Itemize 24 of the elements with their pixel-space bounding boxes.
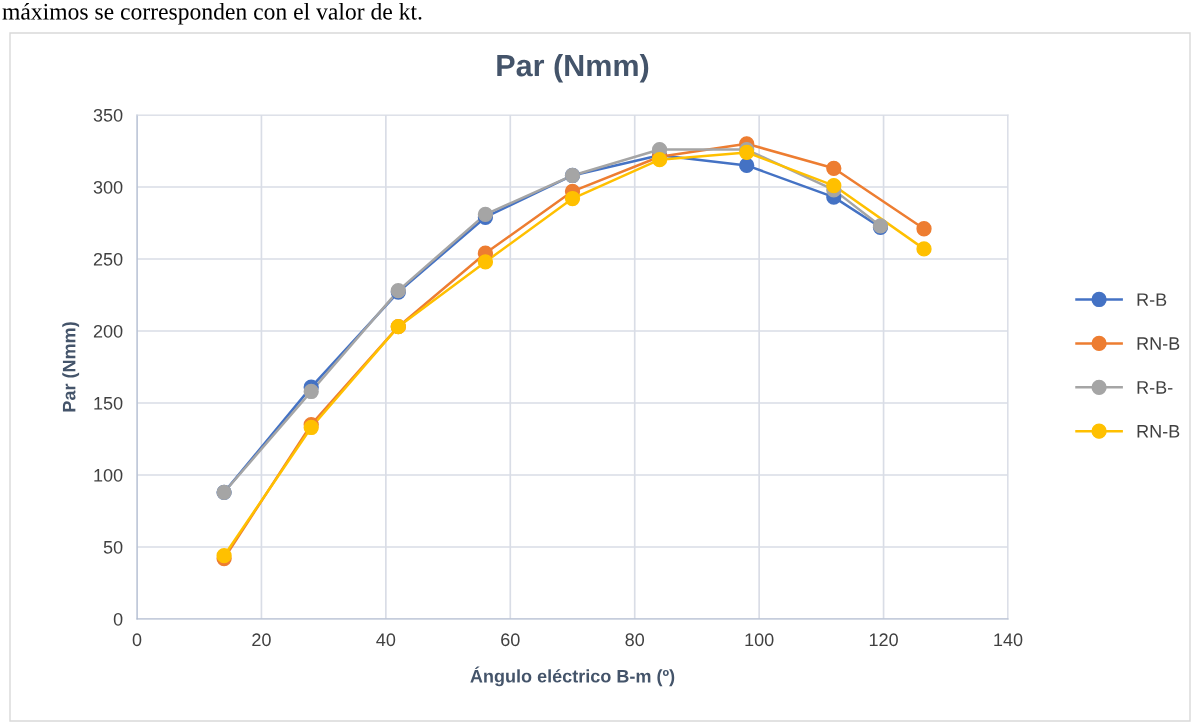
x-tick-label: 0 xyxy=(132,633,142,647)
x-tick-label: 60 xyxy=(501,633,520,647)
x-tick-label: 120 xyxy=(869,633,898,647)
y-tick-label: 150 xyxy=(94,396,123,410)
legend-label: R-B xyxy=(1137,293,1167,306)
x-axis-title: Ángulo eléctrico B-m (º) xyxy=(470,666,675,687)
y-tick-label: 300 xyxy=(93,180,123,194)
y-tick-label: 50 xyxy=(103,540,123,554)
y-axis-title: Par (Nmm) xyxy=(62,322,80,412)
chart-title: Par (Nmm) xyxy=(497,53,649,83)
y-tick-label: 200 xyxy=(93,324,123,338)
legend-label: R-B- xyxy=(1137,381,1173,394)
legend-label: RN-B xyxy=(1137,425,1180,438)
y-tick-label: 250 xyxy=(93,252,123,266)
x-tick-label: 100 xyxy=(745,633,774,647)
y-tick-label: 0 xyxy=(113,612,123,626)
y-tick-label: 100 xyxy=(94,468,123,482)
x-tick-label: 80 xyxy=(625,633,645,647)
y-tick-label: 350 xyxy=(93,108,123,122)
legend-label: RN-B xyxy=(1137,337,1180,350)
x-tick-label: 140 xyxy=(994,633,1023,647)
x-tick-label: 20 xyxy=(252,633,271,647)
text: máximos se corresponden con el valor de kt. xyxy=(2,3,422,25)
x-tick-label: 40 xyxy=(376,633,396,647)
